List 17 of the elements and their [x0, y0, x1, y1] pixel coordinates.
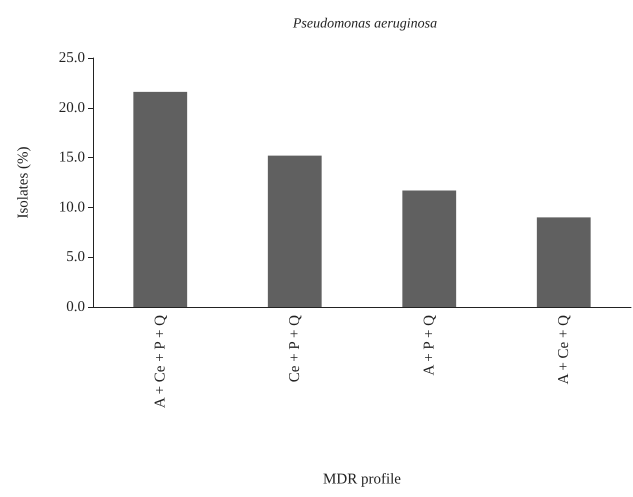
x-axis-title: MDR profile	[323, 472, 402, 488]
x-tick-label: A + Ce + Q	[556, 314, 572, 384]
y-axis-title: Isolates (%)	[16, 146, 32, 219]
x-tick-label: Ce + P + Q	[286, 314, 303, 382]
bar	[268, 156, 322, 307]
y-tick-label: 20.0	[58, 100, 85, 116]
bar	[402, 190, 456, 307]
y-tick-label: 5.0	[66, 249, 85, 266]
y-tick-label: 10.0	[58, 199, 85, 216]
y-tick-label: 15.0	[58, 150, 85, 166]
x-tick-label: A + Ce + P + Q	[152, 314, 168, 408]
x-tick-label: A + P + Q	[421, 314, 438, 376]
bar	[133, 92, 188, 307]
y-tick-label: 0.0	[66, 299, 85, 315]
bar	[536, 217, 591, 307]
chart-title: Pseudomonas aeruginosa	[292, 16, 438, 32]
y-tick-label: 25.0	[58, 50, 85, 66]
